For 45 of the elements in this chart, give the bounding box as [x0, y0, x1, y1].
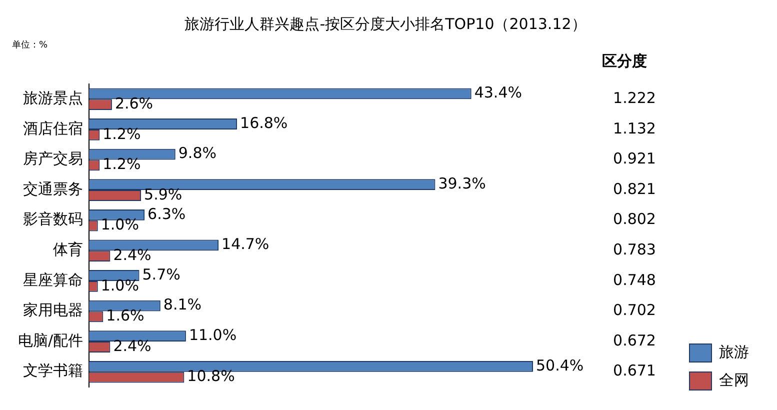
- data-label: 10.8%: [187, 367, 235, 386]
- data-label: 2.4%: [113, 336, 152, 355]
- data-label: 2.6%: [114, 94, 154, 112]
- y-tick-label: 旅游景点: [23, 89, 84, 108]
- text: 区分度: [602, 52, 647, 70]
- data-label: 16.8%: [240, 114, 288, 132]
- data-label: 6.3%: [148, 204, 186, 223]
- y-tick-label: 电脑/配件: [18, 331, 84, 350]
- y-tick-label: 酒店住宿: [23, 119, 84, 138]
- text: 1.222: [613, 89, 656, 108]
- text: 0.702: [613, 301, 656, 320]
- y-tick-label: 星座算命: [23, 270, 84, 289]
- y-tick-label: 家用电器: [23, 301, 84, 320]
- data-label: 11.0%: [188, 326, 237, 344]
- data-label: 50.4%: [536, 356, 584, 374]
- data-label: 39.3%: [438, 174, 486, 192]
- y-tick-label: 交通票务: [23, 180, 84, 198]
- legend-label: 全网: [719, 370, 749, 389]
- data-label: 14.7%: [222, 235, 270, 254]
- y-tick-label: 影音数码: [23, 210, 84, 228]
- text: 0.821: [613, 180, 656, 198]
- data-label: 1.2%: [102, 124, 141, 143]
- data-label: 9.8%: [178, 144, 216, 162]
- data-label: 1.2%: [102, 155, 141, 174]
- text: 单位：%: [12, 39, 48, 50]
- data-label: 1.0%: [100, 216, 139, 234]
- legend-label: 旅游: [719, 342, 749, 361]
- text: 0.921: [613, 150, 656, 168]
- text: 0.672: [613, 331, 656, 350]
- data-label: 43.4%: [474, 84, 522, 102]
- chart-title: 旅游行业人群兴趣点-按区分度大小排名TOP10（2013.12）: [184, 14, 586, 33]
- data-label: 1.6%: [106, 306, 144, 325]
- text: 0.783: [613, 240, 656, 259]
- data-label: 2.4%: [113, 246, 152, 264]
- y-tick-label: 体育: [53, 240, 84, 259]
- y-tick-label: 房产交易: [23, 150, 84, 168]
- data-label: 5.9%: [144, 185, 182, 204]
- data-label: 5.7%: [142, 265, 180, 284]
- text: 0.671: [613, 362, 656, 380]
- text: 0.748: [613, 270, 656, 289]
- text: 0.802: [613, 210, 656, 228]
- text: 1.132: [613, 119, 656, 138]
- data-label: 1.0%: [100, 276, 139, 294]
- y-tick-label: 文学书籍: [23, 362, 84, 380]
- data-label: 8.1%: [163, 296, 202, 314]
